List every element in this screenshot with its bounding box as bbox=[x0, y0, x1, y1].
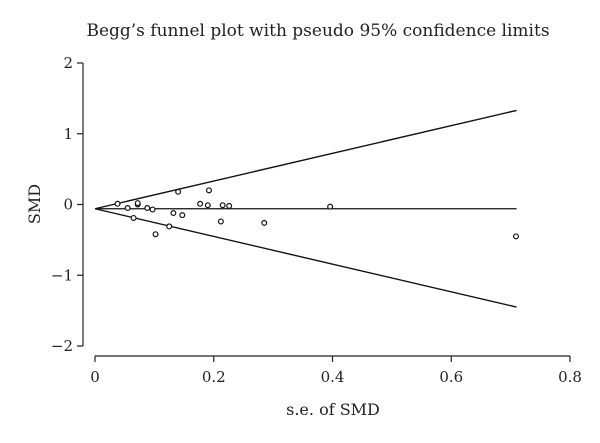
x-axis-title: s.e. of SMD bbox=[286, 400, 380, 419]
study-point bbox=[114, 200, 121, 207]
upper-confidence-limit-line bbox=[94, 109, 517, 210]
y-axis-title: SMD bbox=[25, 184, 44, 224]
study-points bbox=[114, 187, 519, 240]
study-point bbox=[206, 187, 213, 194]
study-point bbox=[130, 214, 137, 221]
study-point bbox=[175, 188, 182, 195]
x-tick-label: 0.8 bbox=[558, 368, 582, 386]
x-tick-label: 0 bbox=[90, 368, 100, 386]
chart-title: Begg’s funnel plot with pseudo 95% confi… bbox=[86, 21, 549, 41]
study-point bbox=[124, 205, 131, 212]
study-point bbox=[197, 200, 204, 207]
study-point bbox=[327, 203, 334, 210]
study-point bbox=[152, 231, 159, 238]
study-point bbox=[204, 202, 211, 209]
study-point bbox=[179, 212, 186, 219]
x-tick-label: 0.2 bbox=[202, 368, 226, 386]
y-tick-label: 0 bbox=[63, 196, 73, 214]
y-axis-ticks: 2 1 0 −1 −2 bbox=[51, 54, 83, 355]
study-point bbox=[144, 205, 151, 212]
study-point bbox=[261, 219, 268, 226]
study-point bbox=[217, 218, 224, 225]
x-tick-label: 0.6 bbox=[439, 368, 463, 386]
study-point bbox=[170, 209, 177, 216]
axes bbox=[82, 63, 570, 357]
y-tick-label: 1 bbox=[63, 125, 73, 143]
study-point bbox=[226, 202, 233, 209]
study-point bbox=[166, 223, 173, 230]
study-point bbox=[512, 233, 519, 240]
funnel-lines bbox=[94, 109, 517, 308]
lower-confidence-limit-line bbox=[94, 208, 517, 308]
study-point bbox=[149, 206, 156, 213]
study-point bbox=[219, 202, 226, 209]
y-tick-label: 2 bbox=[63, 54, 73, 72]
x-tick-label: 0.4 bbox=[321, 368, 345, 386]
y-tick-label: −2 bbox=[51, 337, 73, 355]
x-axis-ticks: 0 0.2 0.4 0.6 0.8 bbox=[90, 356, 582, 386]
study-point bbox=[134, 200, 141, 207]
y-tick-label: −1 bbox=[51, 266, 73, 284]
